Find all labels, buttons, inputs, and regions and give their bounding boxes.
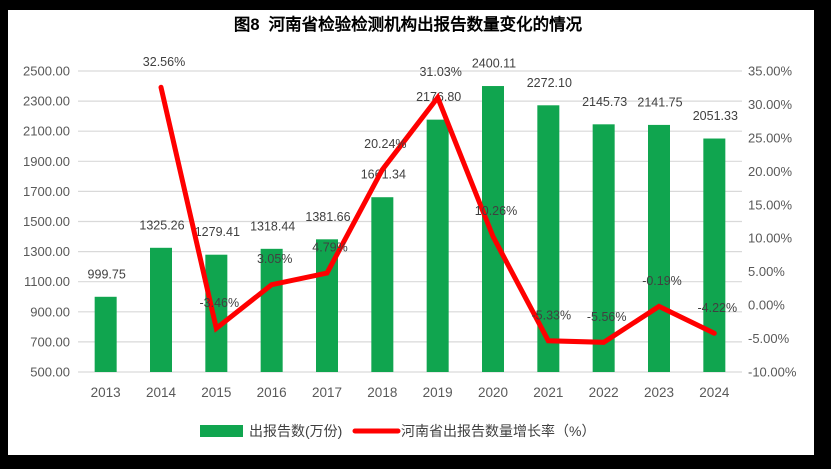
- line-value-label: -4.22%: [698, 301, 738, 315]
- x-axis-label: 2013: [91, 385, 121, 400]
- right-axis-tick-label: 30.00%: [748, 97, 793, 112]
- right-axis-tick-label: 10.00%: [748, 231, 793, 246]
- left-axis-tick-label: 1900.00: [23, 154, 70, 169]
- left-axis-tick-label: 1700.00: [23, 184, 70, 199]
- bar-series: [94, 86, 726, 373]
- legend-bar-swatch: [200, 425, 243, 437]
- bar-2023: [648, 124, 670, 372]
- right-axis-tick-label: 5.00%: [748, 264, 785, 279]
- left-axis-tick-label: 2500.00: [23, 64, 70, 79]
- line-value-label: -5.56%: [587, 310, 627, 324]
- right-axis-tick-label: 35.00%: [748, 64, 793, 79]
- chart-title: 图8 河南省检验检测机构出报告数量变化的情况: [234, 14, 583, 34]
- x-axis-labels: 2013 2014 2015 2016 2017 2018 2019 2020 2021 2022…: [91, 385, 730, 400]
- x-axis-label: 2022: [589, 385, 619, 400]
- x-axis-label: 2024: [699, 385, 730, 400]
- x-axis-label: 2017: [312, 385, 342, 400]
- line-value-label: -5.33%: [532, 308, 572, 322]
- bar-value-label: 2400.11: [472, 57, 516, 71]
- right-axis-tick-label: 20.00%: [748, 164, 793, 179]
- bar-value-label: 2051.33: [693, 109, 738, 123]
- line-value-label: 3.05%: [257, 252, 292, 266]
- x-axis-label: 2018: [367, 385, 397, 400]
- legend: 出报告数(万份) 河南省出报告数量增长率（%）: [200, 423, 595, 439]
- bar-value-label: 1381.66: [305, 210, 350, 224]
- left-axis-tick-label: 2100.00: [23, 124, 70, 139]
- legend-line-label: 河南省出报告数量增长率（%）: [401, 423, 595, 439]
- x-axis-label: 2019: [423, 385, 453, 400]
- left-axis-tick-label: 1100.00: [24, 274, 70, 289]
- left-axis-tick-label: 900.00: [30, 304, 70, 319]
- x-axis-label: 2016: [257, 385, 287, 400]
- bar-data-labels: 999.75 1325.26 1279.41 1318.44 1381.66 1661.3…: [88, 57, 738, 282]
- right-axis-tick-label: 15.00%: [748, 197, 793, 212]
- x-axis-label: 2023: [644, 385, 674, 400]
- left-axis-tick-label: 700.00: [30, 334, 70, 349]
- left-axis-tick-label: 1500.00: [23, 214, 70, 229]
- bar-2022: [592, 124, 615, 373]
- right-axis-tick-label: 0.00%: [748, 298, 785, 313]
- x-axis-label: 2021: [533, 385, 563, 400]
- bar-2018: [371, 197, 394, 372]
- bar-2016: [260, 248, 283, 372]
- bar-value-label: 1279.41: [195, 225, 240, 239]
- line-data-labels: 32.56% -3.46% 3.05% 4.79% 20.24% 31.03% 10.26%…: [143, 55, 737, 324]
- legend-bar-label: 出报告数(万份): [249, 423, 342, 439]
- right-axis-tick-label: 25.00%: [748, 130, 793, 145]
- bar-value-label: 1325.26: [139, 218, 184, 232]
- x-axis-label: 2014: [146, 385, 177, 400]
- bar-value-label: 999.75: [88, 267, 126, 281]
- right-axis-tick-label: -10.00%: [748, 365, 797, 380]
- bar-2019: [426, 119, 449, 372]
- line-value-label: 31.03%: [419, 65, 461, 79]
- line-value-label: 32.56%: [143, 55, 185, 69]
- x-axis-label: 2020: [478, 385, 508, 400]
- line-series: [158, 84, 717, 345]
- bar-2021: [537, 105, 560, 372]
- bar-value-label: 1318.44: [250, 219, 295, 233]
- chart-panel: [8, 10, 814, 455]
- bar-2024: [703, 138, 726, 372]
- bar-2015: [205, 254, 228, 372]
- bar-value-label: 1661.34: [361, 168, 406, 182]
- left-axis-labels: 2500.00 2300.00 2100.00 1900.00 1700.00 1500.…: [23, 64, 70, 380]
- line-value-label: -3.46%: [200, 296, 240, 310]
- bar-value-label: 2141.75: [637, 95, 682, 109]
- right-axis-labels: 35.00% 30.00% 25.00% 20.00% 15.00% 10.00% 5.00…: [748, 64, 797, 380]
- bar-value-label: 2145.73: [582, 95, 627, 109]
- left-axis-tick-label: 500.00: [30, 365, 70, 380]
- line-value-label: 20.24%: [364, 137, 406, 151]
- line-value-label: 4.79%: [312, 241, 347, 255]
- bar-2013: [94, 296, 117, 372]
- left-axis-tick-label: 2300.00: [23, 94, 70, 109]
- bar-2020: [482, 86, 504, 372]
- bar-2014: [150, 247, 172, 372]
- line-value-label: -0.19%: [642, 274, 682, 288]
- bar-value-label: 2272.10: [527, 76, 572, 90]
- x-axis-label: 2015: [201, 385, 231, 400]
- line-value-label: 10.26%: [475, 204, 517, 218]
- right-axis-tick-label: -5.00%: [748, 331, 790, 346]
- left-axis-tick-label: 1300.00: [23, 244, 70, 259]
